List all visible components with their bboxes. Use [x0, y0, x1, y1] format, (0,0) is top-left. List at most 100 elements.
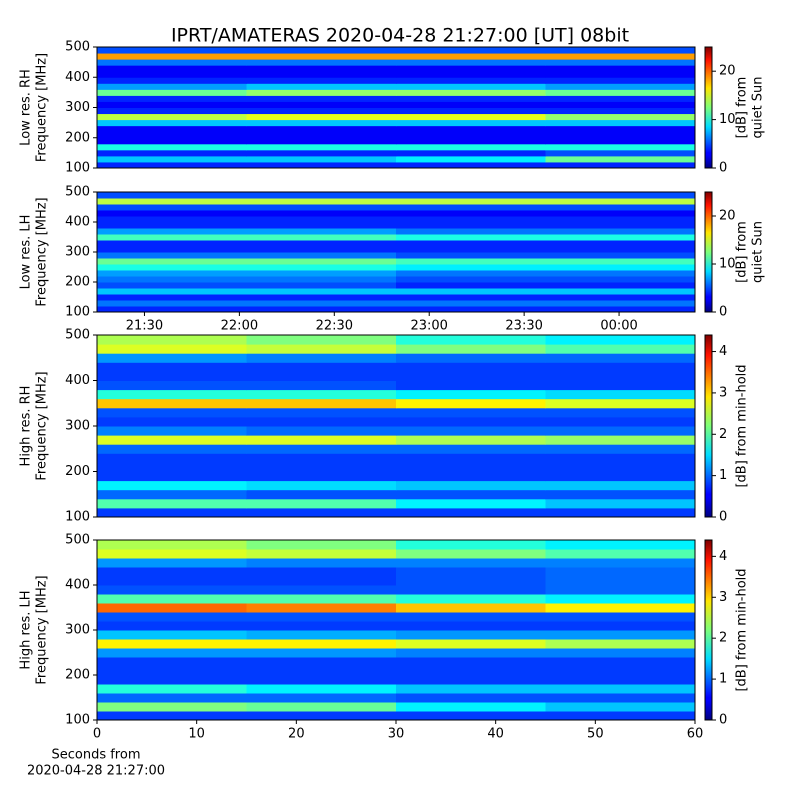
- heatmap-cell: [97, 95, 247, 102]
- x-axis-label: Seconds from: [51, 748, 140, 763]
- heatmap-cell: [246, 675, 397, 685]
- colorbar: [704, 334, 713, 518]
- heatmap-cell: [545, 426, 696, 436]
- heatmap-cell: [396, 585, 546, 595]
- heatmap-cell: [246, 83, 397, 90]
- heatmap-cell: [545, 143, 696, 151]
- heatmap-cell: [97, 210, 247, 217]
- heatmap-cell: [396, 264, 546, 271]
- heatmap-cell: [396, 462, 546, 472]
- x-tick-label: 00:00: [600, 319, 637, 334]
- heatmap-cell: [545, 480, 696, 491]
- heatmap-cell: [396, 306, 546, 313]
- heatmap-cell: [545, 101, 696, 108]
- heatmap-cell: [246, 453, 397, 463]
- heatmap-cell: [246, 264, 397, 271]
- heatmap-cell: [396, 83, 546, 90]
- heatmap-cell: [545, 675, 696, 685]
- heatmap-cell: [97, 131, 247, 139]
- heatmap-cell: [396, 210, 546, 217]
- heatmap-cell: [97, 666, 247, 676]
- heatmap-cell: [246, 612, 397, 622]
- y-tick-label: 500: [65, 533, 90, 548]
- heatmap-cell: [396, 389, 546, 400]
- heatmap-cell: [246, 693, 397, 703]
- heatmap-cell: [396, 119, 546, 127]
- heatmap-cell: [545, 612, 696, 622]
- heatmap-cell: [545, 693, 696, 703]
- heatmap-cell: [545, 89, 696, 96]
- heatmap-cell: [545, 507, 696, 518]
- heatmap-cell: [97, 612, 247, 622]
- heatmap-cell: [246, 258, 397, 265]
- y-tick-label: 300: [65, 100, 90, 115]
- x-tick-label: 50: [587, 727, 604, 742]
- heatmap-cell: [97, 264, 247, 271]
- heatmap-cell: [545, 65, 696, 72]
- heatmap-cell: [545, 107, 696, 115]
- y-tick-label: 300: [65, 245, 90, 260]
- heatmap-cell: [396, 131, 546, 139]
- heatmap-cell: [396, 648, 546, 658]
- heatmap-cell: [97, 585, 247, 595]
- heatmap-cell: [396, 252, 546, 259]
- heatmap-cell: [246, 630, 397, 640]
- heatmap-cell: [97, 276, 247, 283]
- heatmap-cell: [396, 282, 546, 289]
- x-axis-label: 2020-04-28 21:27:00: [27, 764, 165, 779]
- heatmap-cell: [246, 711, 397, 721]
- heatmap-cell: [396, 630, 546, 640]
- x-tick-label: 22:30: [316, 319, 353, 334]
- heatmap-cell: [246, 648, 397, 658]
- heatmap-cell: [246, 353, 397, 363]
- heatmap-cell: [396, 59, 546, 66]
- heatmap-cell: [246, 498, 397, 509]
- x-tick-label: 0: [93, 727, 101, 742]
- heatmap-cell: [246, 59, 397, 66]
- heatmap-cell: [246, 137, 397, 145]
- heatmap-cell: [545, 240, 696, 247]
- heatmap-cell: [396, 228, 546, 235]
- heatmap-cell: [97, 300, 247, 307]
- heatmap-cell: [246, 426, 397, 436]
- heatmap-cell: [246, 95, 397, 102]
- heatmap-cell: [396, 416, 546, 427]
- y-axis-label: Frequency [MHz]: [35, 53, 50, 162]
- heatmap-cell: [545, 594, 696, 604]
- x-tick-label: 21:30: [126, 319, 163, 334]
- colorbar-tick-label: 0: [719, 161, 727, 176]
- y-tick-label: 200: [65, 464, 90, 479]
- heatmap-cell: [396, 344, 546, 354]
- heatmap-cell: [396, 639, 546, 649]
- heatmap-cell: [246, 270, 397, 277]
- colorbar-label: [dB] from: [735, 221, 750, 283]
- colorbar-label: [dB] from min-hold: [735, 568, 750, 691]
- y-axis-label: High res. LH: [19, 590, 34, 669]
- heatmap-cell: [97, 639, 247, 649]
- heatmap-cell: [396, 258, 546, 265]
- heatmap-cell: [545, 362, 696, 372]
- heatmap-cell: [545, 95, 696, 102]
- x-tick-label: 40: [487, 727, 504, 742]
- heatmap-cell: [97, 498, 247, 509]
- heatmap-cell: [246, 47, 397, 54]
- heatmap-cell: [396, 89, 546, 96]
- x-tick-label: 60: [687, 727, 704, 742]
- heatmap-cell: [97, 576, 247, 586]
- colorbar-tick-label: 1: [719, 468, 727, 483]
- heatmap-cell: [246, 639, 397, 649]
- heatmap-cell: [545, 246, 696, 253]
- y-tick-label: 200: [65, 275, 90, 290]
- heatmap-cell: [396, 540, 546, 550]
- heatmap-cell: [97, 594, 247, 604]
- heatmap-cell: [246, 240, 397, 247]
- colorbar-tick-label: 4: [719, 549, 727, 564]
- heatmap-cell: [545, 276, 696, 283]
- heatmap-cell: [545, 549, 696, 559]
- heatmap-cell: [396, 666, 546, 676]
- heatmap-cell: [396, 435, 546, 445]
- heatmap-cell: [97, 426, 247, 436]
- colorbar-tick-label: 0: [719, 713, 727, 728]
- heatmap-cell: [246, 416, 397, 427]
